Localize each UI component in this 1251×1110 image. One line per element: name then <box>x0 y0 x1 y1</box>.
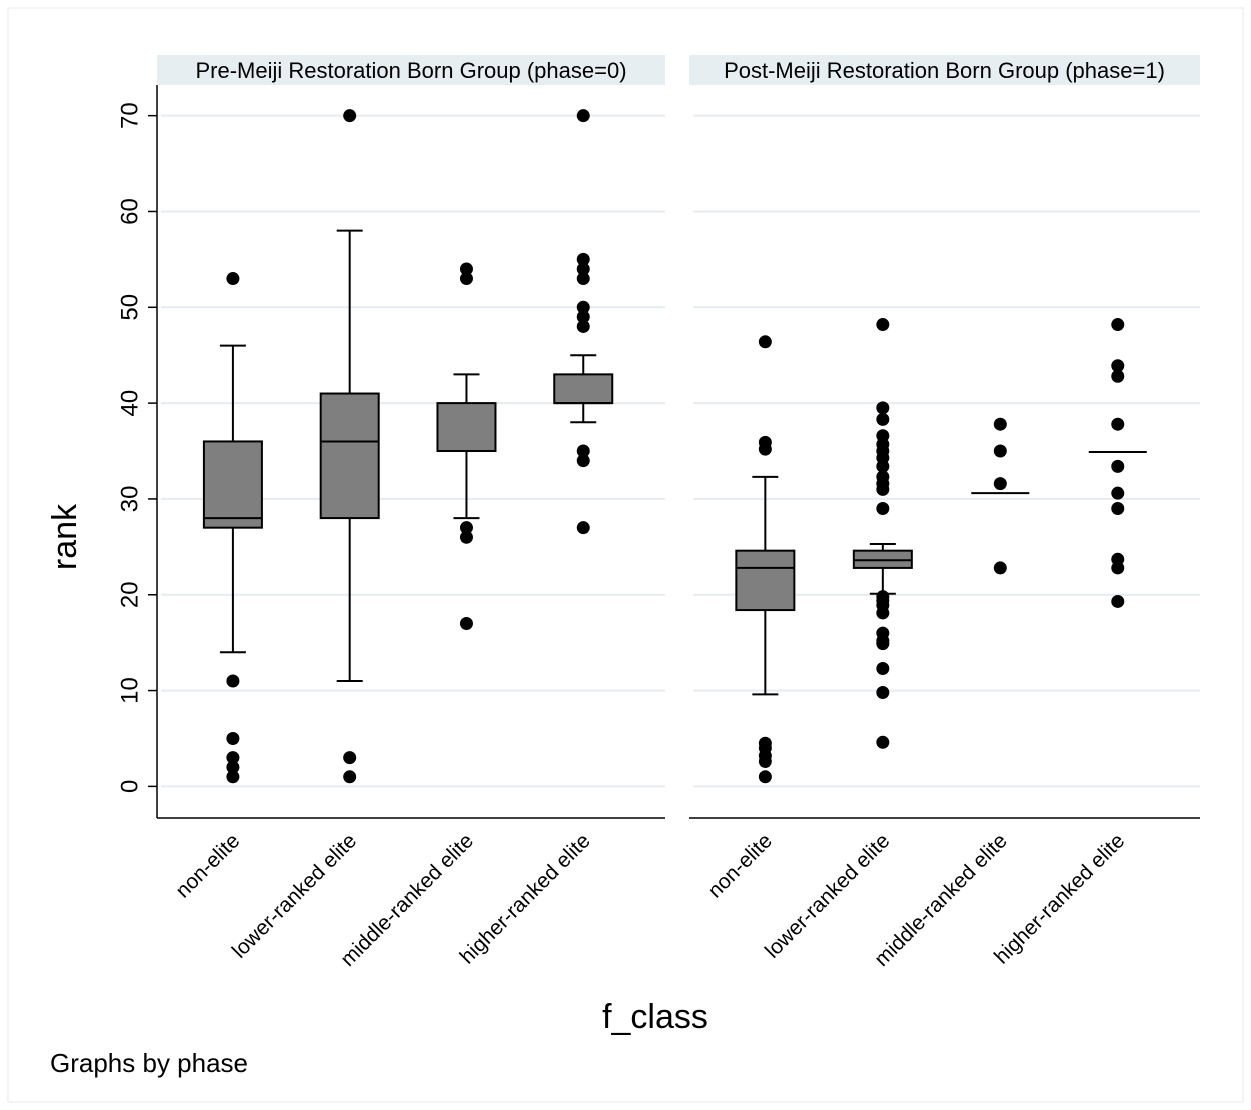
outlier-point <box>576 444 590 458</box>
outlier-point <box>876 502 890 516</box>
outlier-point <box>876 412 890 426</box>
outlier-point <box>1111 502 1125 516</box>
outlier-point <box>576 521 590 535</box>
outlier-point <box>758 442 772 456</box>
outlier-point <box>576 272 590 286</box>
outlier-point <box>876 637 890 651</box>
outlier-point <box>576 109 590 123</box>
outlier-point <box>993 561 1007 575</box>
outlier-point <box>1111 369 1125 383</box>
outlier-point <box>459 616 473 630</box>
outlier-point <box>876 735 890 749</box>
outlier-point <box>343 770 357 784</box>
panel-title: Post-Meiji Restoration Born Group (phase… <box>724 58 1165 83</box>
outlier-point <box>576 310 590 324</box>
y-tick-label: 30 <box>116 486 143 513</box>
chart-background <box>7 7 1244 1103</box>
box-iqr <box>735 549 796 612</box>
y-tick-label: 10 <box>116 677 143 704</box>
box-middle-ranked-elite <box>436 262 497 630</box>
outlier-point <box>226 751 240 765</box>
box-middle-ranked-elite <box>971 417 1030 575</box>
outlier-point <box>876 318 890 332</box>
y-axis-title: rank <box>46 503 84 570</box>
outlier-point <box>993 417 1007 431</box>
panel-title-background <box>157 55 665 85</box>
panel-title: Pre-Meiji Restoration Born Group (phase=… <box>195 58 626 83</box>
y-tick-label: 20 <box>116 581 143 608</box>
outlier-point <box>226 272 240 286</box>
outlier-point <box>876 685 890 699</box>
x-axis-title: f_class <box>602 998 708 1036</box>
outlier-point <box>758 754 772 768</box>
outlier-point <box>1111 359 1125 373</box>
y-tick-label: 70 <box>116 102 143 129</box>
outlier-point <box>576 252 590 266</box>
outlier-point <box>226 770 240 784</box>
graph-note: Graphs by phase <box>50 1048 248 1078</box>
box-lower-ranked-elite <box>852 318 913 749</box>
outlier-point <box>1111 561 1125 575</box>
box-iqr <box>319 392 380 520</box>
outlier-point <box>876 459 890 473</box>
outlier-point <box>576 262 590 276</box>
outlier-point <box>876 662 890 676</box>
outlier-point <box>226 731 240 745</box>
box-iqr <box>202 440 263 529</box>
outlier-point <box>459 272 473 286</box>
outlier-point <box>1111 417 1125 431</box>
outlier-point <box>226 674 240 688</box>
box-higher-ranked-elite <box>1088 318 1147 608</box>
outlier-point <box>1111 594 1125 608</box>
outlier-point <box>993 477 1007 491</box>
box-iqr <box>553 373 614 405</box>
box-non-elite <box>202 272 263 784</box>
box-lower-ranked-elite <box>319 109 380 784</box>
outlier-point <box>1111 486 1125 500</box>
outlier-point <box>876 401 890 415</box>
outlier-point <box>1111 318 1125 332</box>
outlier-point <box>876 482 890 496</box>
outlier-point <box>576 319 590 333</box>
outlier-point <box>226 760 240 774</box>
outlier-point <box>993 444 1007 458</box>
outlier-point <box>758 770 772 784</box>
y-tick-label: 40 <box>116 390 143 417</box>
box-higher-ranked-elite <box>553 109 614 535</box>
outlier-point <box>459 262 473 276</box>
outlier-point <box>459 530 473 544</box>
box-iqr <box>436 402 497 453</box>
y-tick-label: 50 <box>116 294 143 321</box>
panel-title-background <box>689 55 1200 85</box>
box-non-elite <box>735 335 796 784</box>
outlier-point <box>758 335 772 349</box>
outlier-point <box>576 300 590 314</box>
outlier-point <box>876 606 890 620</box>
y-tick-label: 0 <box>116 780 143 793</box>
outlier-point <box>1111 459 1125 473</box>
outlier-point <box>576 454 590 468</box>
outlier-point <box>343 109 357 123</box>
outlier-point <box>459 521 473 535</box>
outlier-point <box>343 751 357 765</box>
y-tick-label: 60 <box>116 198 143 225</box>
